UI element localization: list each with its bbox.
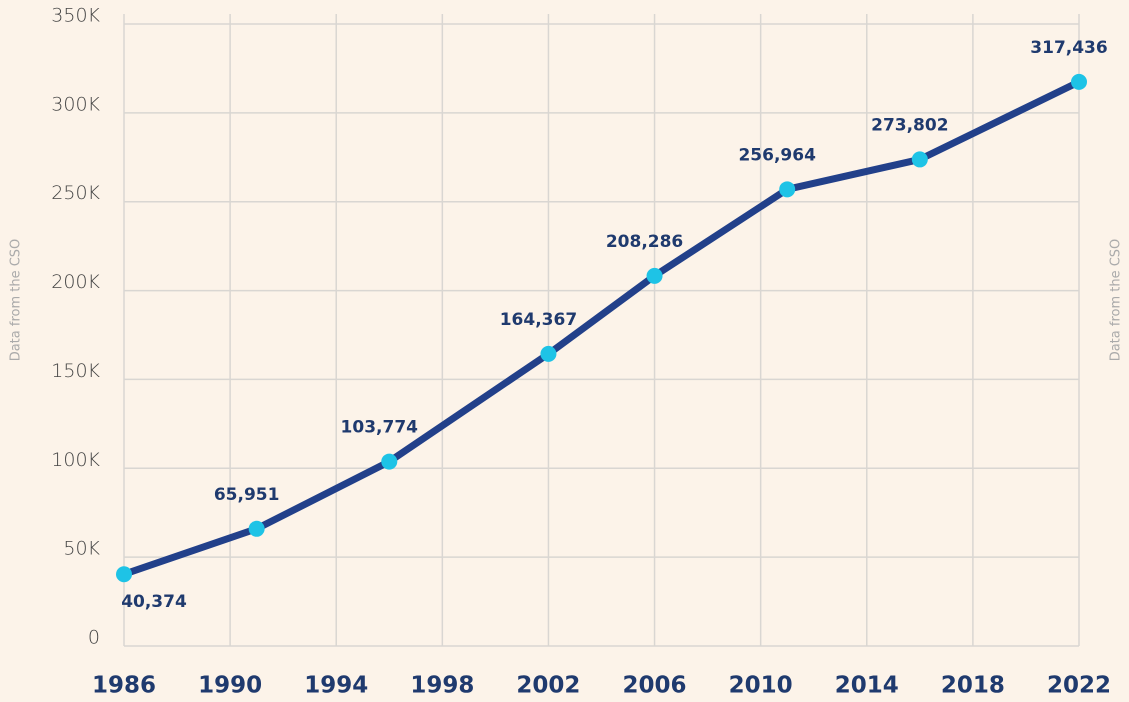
marker xyxy=(540,345,557,362)
marker xyxy=(779,181,796,198)
x-tick-label: 2006 xyxy=(623,673,687,699)
y-tick-label: 250K xyxy=(51,182,100,204)
value-label: 40,374 xyxy=(121,592,187,612)
x-tick-label: 2010 xyxy=(729,673,793,699)
x-tick-label: 1986 xyxy=(92,673,156,699)
x-tick-label: 1998 xyxy=(410,673,474,699)
value-label: 208,286 xyxy=(606,232,683,252)
marker xyxy=(381,453,398,470)
y-tick-label: 150K xyxy=(51,360,100,382)
marker xyxy=(1071,73,1087,90)
value-label: 317,436 xyxy=(1030,38,1107,58)
marker xyxy=(116,566,132,583)
x-tick-label: 2022 xyxy=(1047,673,1111,699)
y-tick-label: 350K xyxy=(51,5,100,27)
marker xyxy=(248,520,265,537)
y-tick-label: 0 xyxy=(88,627,100,649)
x-tick-label: 1994 xyxy=(304,673,368,699)
x-tick-label: 2002 xyxy=(516,673,580,699)
side-note-left: Data from the CSO xyxy=(9,239,24,362)
value-label: 103,774 xyxy=(341,418,419,438)
y-tick-label: 300K xyxy=(51,93,100,115)
line xyxy=(122,78,1081,578)
y-tick-label: 100K xyxy=(51,449,100,471)
side-note-right: Data from the CSO xyxy=(1109,239,1124,362)
value-label: 256,964 xyxy=(738,145,816,165)
y-tick-label: 50K xyxy=(63,538,100,560)
x-tick-label: 2014 xyxy=(835,673,899,699)
value-label: 65,951 xyxy=(214,485,280,505)
marker xyxy=(646,267,663,284)
marker xyxy=(911,151,928,168)
y-tick-label: 200K xyxy=(51,271,100,293)
value-label: 164,367 xyxy=(500,310,577,330)
x-tick-label: 2018 xyxy=(941,673,1005,699)
x-tick-label: 1990 xyxy=(198,673,262,699)
value-label: 273,802 xyxy=(871,115,948,135)
